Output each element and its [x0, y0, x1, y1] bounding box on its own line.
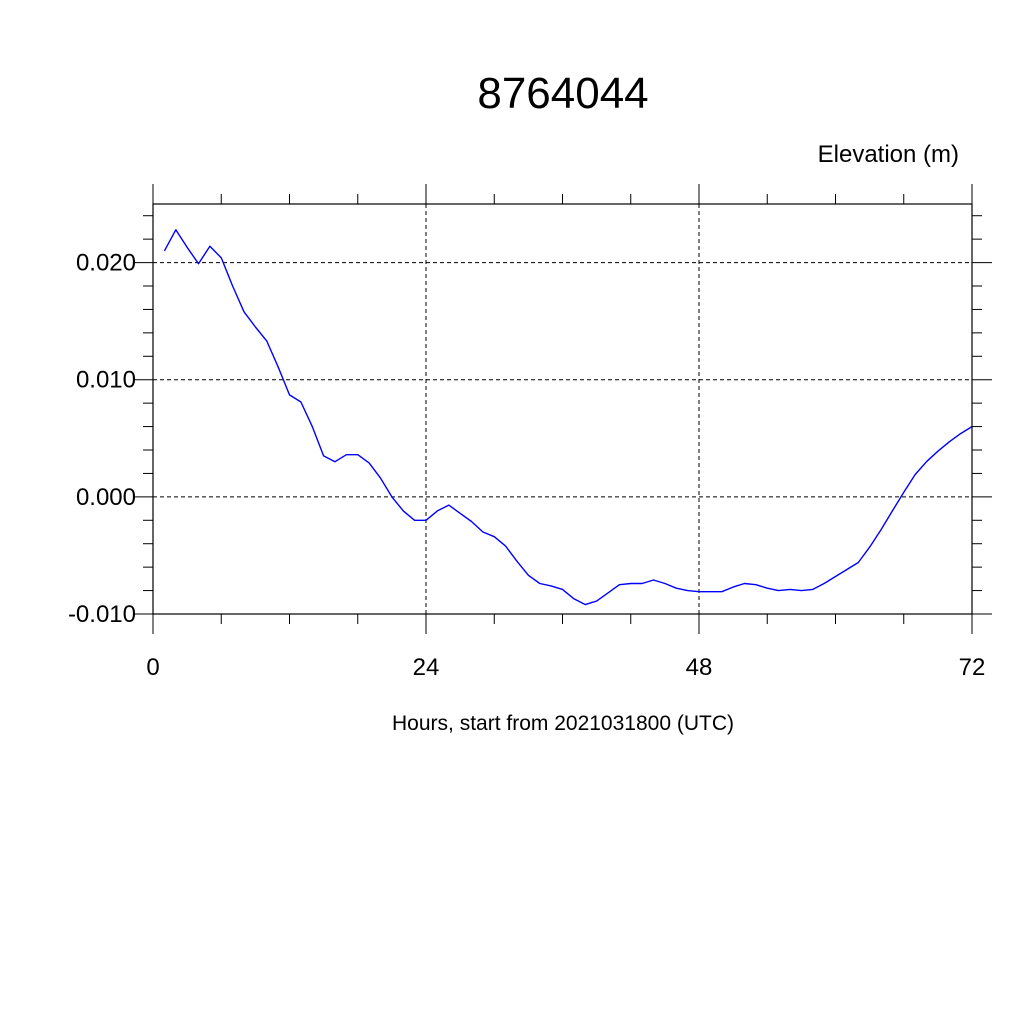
- grid-layer: [153, 204, 972, 615]
- x-axis-label: Hours, start from 2021031800 (UTC): [392, 712, 734, 735]
- y-tick-label: 0.010: [76, 367, 136, 394]
- tick-layer: 0 24 48 72 -0.010 0.000 0.010 0.020: [68, 184, 992, 681]
- plot-frame: [152, 203, 973, 615]
- x-tick-label: 48: [686, 654, 713, 681]
- y-axis-label: Elevation (m): [818, 141, 959, 168]
- x-tick-label: 24: [413, 654, 440, 681]
- chart-title: 8764044: [477, 69, 648, 118]
- series-line: [163, 229, 973, 606]
- y-tick-label: 0.020: [76, 250, 136, 277]
- x-tick-label: 0: [146, 654, 159, 681]
- y-tick-label: 0.000: [76, 484, 136, 511]
- x-tick-label: 72: [959, 654, 986, 681]
- series-layer: [163, 229, 973, 606]
- y-tick-label: -0.010: [68, 601, 136, 628]
